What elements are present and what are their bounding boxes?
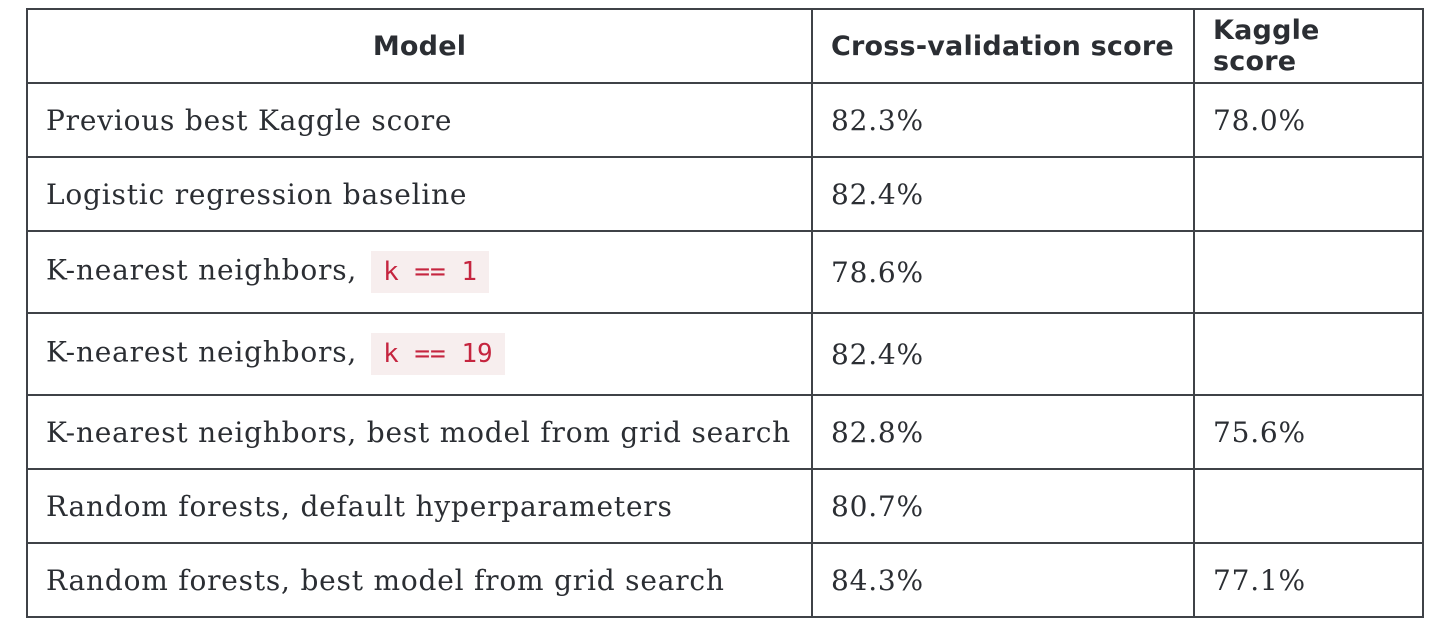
kaggle-score-cell [1193,156,1424,232]
cv-score-cell: 82.4% [811,312,1195,396]
kaggle-score-cell [1193,230,1424,314]
model-cell: Random forests, best model from grid sea… [26,542,813,618]
table-row: Random forests, default hyperparameters … [26,468,1424,544]
kaggle-score-cell [1193,312,1424,396]
column-header-cross-validation-score: Cross-validation score [811,8,1195,84]
model-cell: Random forests, default hyperparameters [26,468,813,544]
table-row: Random forests, best model from grid sea… [26,542,1424,618]
table-row: K-nearest neighbors, k == 1 78.6% [26,230,1424,314]
table-header-row: Model Cross-validation score Kaggle scor… [26,8,1424,84]
model-name: Random forests, best model from grid sea… [46,563,725,597]
column-header-model: Model [26,8,813,84]
cv-score-cell: 82.3% [811,82,1195,158]
table-row: K-nearest neighbors, k == 19 82.4% [26,312,1424,396]
cv-score-cell: 82.8% [811,394,1195,470]
column-header-kaggle-score: Kaggle score [1193,8,1424,84]
model-cell: Logistic regression baseline [26,156,813,232]
table-row: Logistic regression baseline 82.4% [26,156,1424,232]
cv-score-cell: 80.7% [811,468,1195,544]
kaggle-score-cell: 77.1% [1193,542,1424,618]
cv-score-cell: 84.3% [811,542,1195,618]
model-cell: Previous best Kaggle score [26,82,813,158]
model-cell: K-nearest neighbors, best model from gri… [26,394,813,470]
model-name: K-nearest neighbors, [46,253,358,287]
model-name: Logistic regression baseline [46,177,468,211]
model-cell: K-nearest neighbors, k == 19 [26,312,813,396]
model-name: K-nearest neighbors, best model from gri… [46,415,792,449]
cv-score-cell: 78.6% [811,230,1195,314]
results-table-container: Model Cross-validation score Kaggle scor… [26,8,1424,618]
model-name: Random forests, default hyperparameters [46,489,673,523]
kaggle-score-cell: 78.0% [1193,82,1424,158]
model-name: K-nearest neighbors, [46,335,358,369]
inline-code-k: k == 1 [371,251,489,293]
kaggle-score-cell: 75.6% [1193,394,1424,470]
model-cell: K-nearest neighbors, k == 1 [26,230,813,314]
kaggle-score-cell [1193,468,1424,544]
cv-score-cell: 82.4% [811,156,1195,232]
model-results-table: Model Cross-validation score Kaggle scor… [26,8,1424,618]
table-row: K-nearest neighbors, best model from gri… [26,394,1424,470]
table-row: Previous best Kaggle score 82.3% 78.0% [26,82,1424,158]
model-name: Previous best Kaggle score [46,103,453,137]
inline-code-k: k == 19 [371,333,505,375]
